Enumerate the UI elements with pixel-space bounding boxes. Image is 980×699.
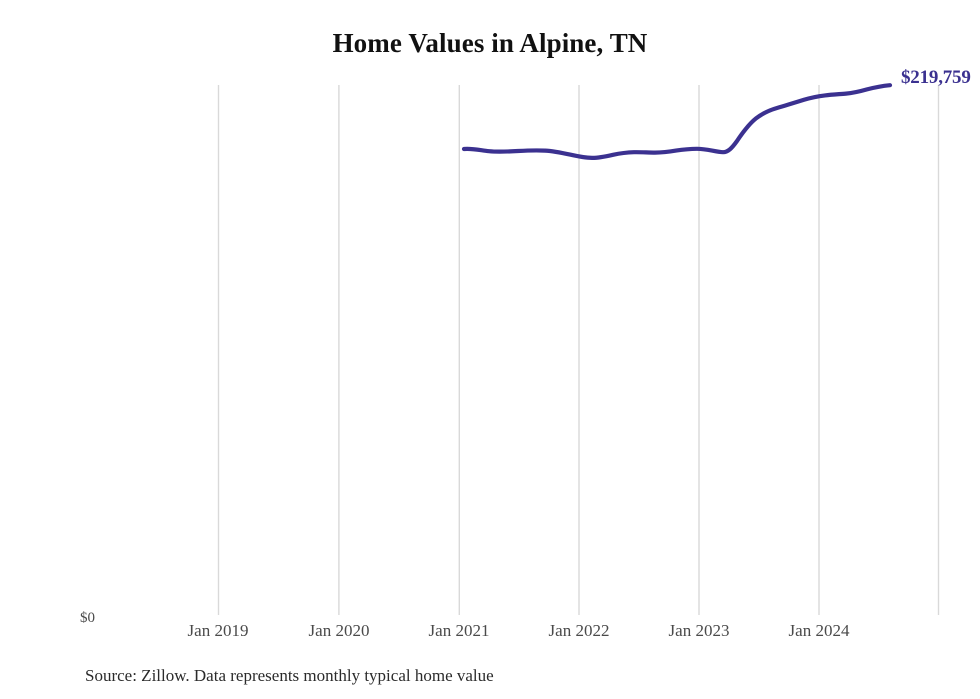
xtick-label-jan-2021: Jan 2021 bbox=[428, 621, 490, 640]
home-value-line bbox=[461, 83, 893, 161]
xtick-label-jan-2024: Jan 2024 bbox=[788, 621, 850, 640]
xtick-label-jan-2020: Jan 2020 bbox=[308, 621, 370, 640]
xtick-label-jan-2022: Jan 2022 bbox=[548, 621, 610, 640]
chart-title: Home Values in Alpine, TN bbox=[332, 28, 648, 58]
gridlines bbox=[217, 85, 940, 615]
xtick-label-jan-2023: Jan 2023 bbox=[668, 621, 730, 640]
ytick-label-0: $0 bbox=[80, 610, 95, 626]
source-note: Source: Zillow. Data represents monthly … bbox=[85, 666, 494, 685]
end-value-label: $219,759 bbox=[901, 67, 971, 88]
xtick-label-jan-2019: Jan 2019 bbox=[187, 621, 249, 640]
